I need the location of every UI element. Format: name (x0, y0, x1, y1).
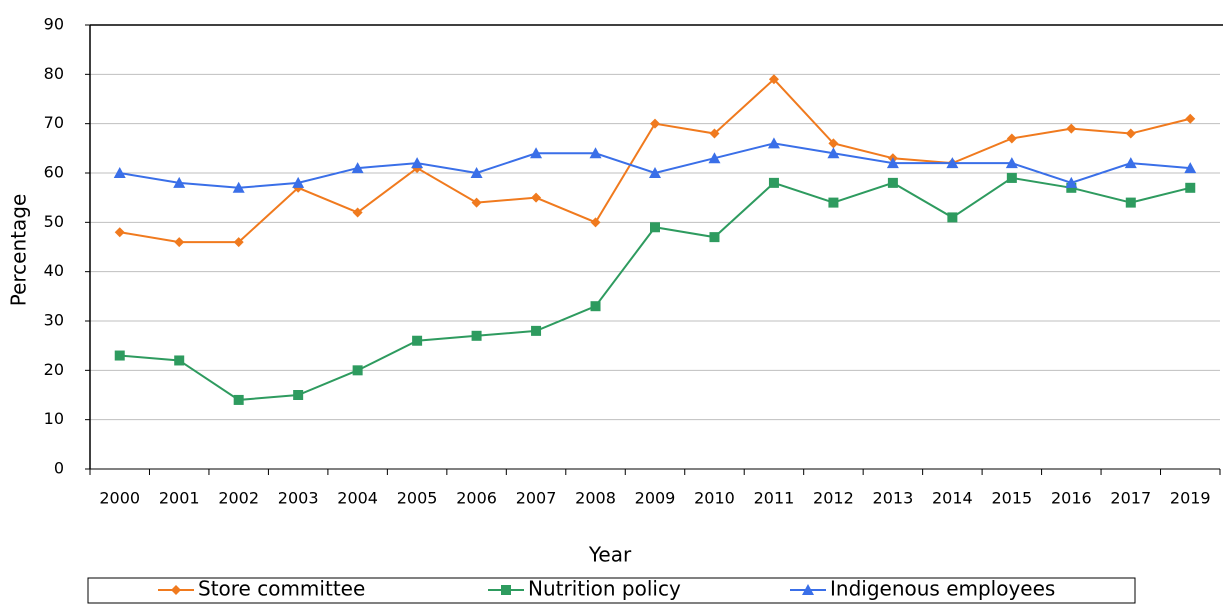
data-point (531, 192, 542, 203)
legend-marker (171, 585, 181, 595)
data-point (947, 212, 958, 223)
y-tick-label: 60 (44, 163, 64, 182)
x-tick-label: 2004 (337, 489, 378, 508)
data-point (650, 222, 660, 233)
data-point (709, 232, 720, 243)
data-point (471, 330, 482, 341)
data-point (828, 197, 839, 208)
data-point (1125, 197, 1136, 208)
data-point (114, 227, 125, 238)
data-point (887, 177, 898, 188)
x-tick-label: 2011 (754, 489, 795, 508)
data-point (232, 181, 245, 193)
x-tick-label: 2006 (456, 489, 497, 508)
data-point (351, 162, 364, 174)
data-point (113, 167, 126, 178)
data-point (233, 237, 244, 248)
data-point (352, 365, 363, 376)
data-point (768, 177, 779, 188)
data-point (293, 390, 304, 400)
data-point (412, 335, 423, 346)
x-tick-label: 2019 (1170, 489, 1211, 508)
data-point (531, 325, 542, 336)
data-point (767, 137, 780, 149)
x-tick-label: 2007 (516, 489, 557, 508)
data-point (1185, 113, 1196, 124)
x-tick-label: 2017 (1110, 489, 1151, 508)
legend-box (87, 577, 1136, 604)
data-point (173, 176, 186, 188)
x-tick-label: 2000 (99, 489, 140, 508)
y-tick-label: 10 (44, 409, 64, 428)
data-point (352, 207, 363, 218)
data-point (709, 128, 720, 139)
data-point (1184, 162, 1197, 174)
data-point (471, 197, 482, 208)
y-tick-label: 90 (44, 15, 64, 34)
data-point (470, 167, 483, 178)
y-tick-label: 80 (44, 64, 64, 83)
data-point (886, 157, 899, 169)
data-point (1124, 157, 1137, 169)
y-axis-title: Percentage (7, 194, 31, 307)
data-point (530, 147, 543, 159)
data-point (1005, 157, 1018, 169)
data-point (828, 138, 839, 149)
x-tick-label: 2012 (813, 489, 854, 508)
x-tick-label: 2016 (1051, 489, 1092, 508)
data-point (708, 152, 721, 164)
legend-marker (501, 585, 511, 595)
x-tick-label: 2001 (159, 489, 200, 508)
y-tick-label: 30 (44, 311, 64, 330)
x-tick-label: 2008 (575, 489, 616, 508)
legend-marker (802, 584, 814, 595)
data-point (946, 157, 959, 169)
x-tick-label: 2010 (694, 489, 735, 508)
x-tick-label: 2005 (397, 489, 438, 508)
data-point (827, 147, 840, 159)
x-tick-label: 2003 (278, 489, 319, 508)
x-tick-label: 2013 (873, 489, 914, 508)
y-tick-label: 50 (44, 212, 64, 231)
data-point (174, 355, 185, 366)
data-point (1185, 182, 1196, 193)
legend-label: Indigenous employees (830, 577, 1055, 601)
data-point (1066, 123, 1077, 134)
legend-label: Nutrition policy (528, 577, 681, 601)
y-tick-label: 20 (44, 360, 64, 379)
y-tick-label: 70 (44, 113, 64, 132)
x-tick-label: 2002 (218, 489, 259, 508)
data-point (411, 157, 424, 169)
y-tick-label: 0 (54, 459, 64, 478)
x-axis-title: Year (588, 543, 632, 567)
data-point (292, 176, 305, 188)
y-tick-label: 40 (44, 261, 64, 280)
data-point (768, 74, 779, 85)
data-point (589, 147, 602, 159)
data-point (649, 167, 661, 178)
data-point (1125, 128, 1136, 139)
data-point (590, 217, 601, 228)
data-point (114, 350, 125, 361)
data-point (1065, 176, 1078, 188)
data-point (174, 237, 185, 248)
data-point (1006, 133, 1017, 144)
data-point (233, 394, 244, 405)
series-line (119, 77, 1191, 244)
x-tick-label: 2015 (991, 489, 1032, 508)
legend-label: Store committee (198, 577, 365, 601)
x-tick-label: 2014 (932, 489, 973, 508)
data-point (650, 118, 660, 129)
x-tick-label: 2009 (635, 489, 676, 508)
series-line (119, 176, 1191, 401)
data-point (590, 301, 601, 312)
data-point (1006, 172, 1017, 183)
